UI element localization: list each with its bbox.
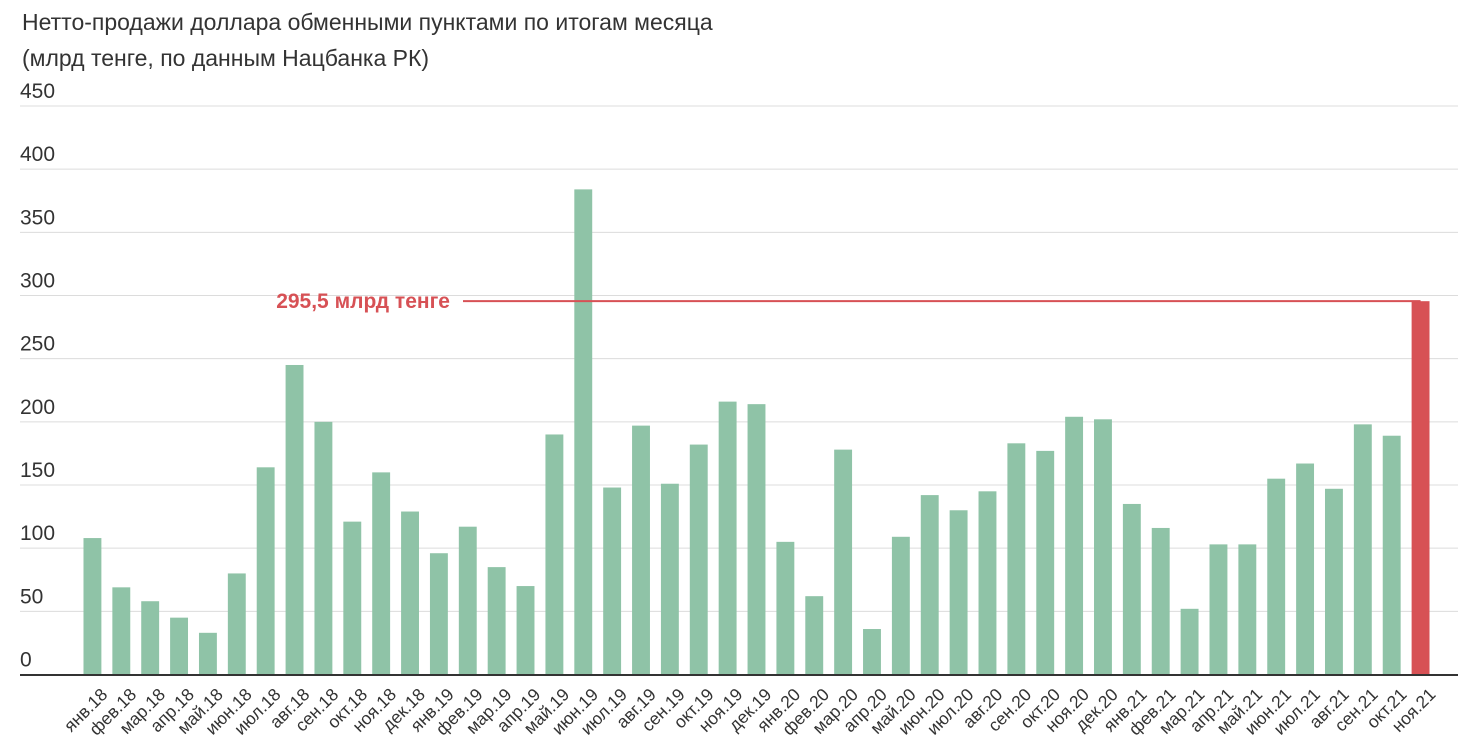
bar <box>1007 443 1026 675</box>
bar <box>1151 527 1170 675</box>
bar <box>141 601 160 675</box>
y-tick-label: 350 <box>20 206 55 229</box>
bar <box>1411 301 1430 675</box>
bar <box>978 491 997 675</box>
bar <box>372 472 391 675</box>
bar <box>891 536 910 675</box>
bar <box>1065 416 1084 675</box>
bar <box>574 189 593 675</box>
bar <box>83 538 102 675</box>
bar <box>1353 424 1372 675</box>
bar <box>1122 503 1141 675</box>
bar <box>1324 488 1343 675</box>
chart-subtitle: (млрд тенге, по данным Нацбанка РК) <box>22 45 430 71</box>
bar <box>516 586 535 675</box>
bar <box>227 573 246 675</box>
y-tick-label: 50 <box>20 585 43 608</box>
y-tick-label: 200 <box>20 396 55 419</box>
bar <box>429 553 448 675</box>
bar <box>401 511 419 675</box>
annotation-label: 295,5 млрд тенге <box>276 290 450 313</box>
y-tick-label: 150 <box>20 459 55 482</box>
chart-title: Нетто-продажи доллара обменными пунктами… <box>22 9 713 35</box>
bar <box>660 483 679 675</box>
bar <box>170 617 189 675</box>
y-tick-label: 300 <box>20 270 55 293</box>
bar <box>198 632 217 675</box>
bar <box>1036 450 1055 675</box>
bar <box>1382 435 1401 675</box>
y-tick-label: 0 <box>20 649 32 672</box>
bar <box>920 495 939 675</box>
bar <box>1296 463 1315 675</box>
chart-title-block: Нетто-продажи доллара обменными пунктами… <box>22 4 713 76</box>
bars <box>83 189 1430 675</box>
bar <box>1180 608 1199 675</box>
bar <box>314 421 333 675</box>
y-tick-label: 250 <box>20 333 55 356</box>
bar <box>747 404 766 675</box>
y-tick-label: 450 <box>20 80 55 103</box>
bar <box>1238 544 1257 675</box>
bar <box>487 567 506 675</box>
bar <box>632 425 650 675</box>
bar <box>603 487 622 675</box>
bar <box>949 510 968 675</box>
annotation: 295,5 млрд тенге <box>276 290 1421 313</box>
bar <box>1094 419 1112 675</box>
bar <box>776 541 795 675</box>
bar <box>256 467 275 675</box>
y-axis-labels: 0 50 100 150 200 250 300 350 400 450 <box>20 80 55 672</box>
y-tick-label: 100 <box>20 522 55 545</box>
y-tick-label: 400 <box>20 143 55 166</box>
x-axis-labels: янв.18фев.18мар.18апр.18май.18июн.18июл.… <box>60 684 1440 739</box>
bar <box>834 449 853 675</box>
bar <box>285 364 304 675</box>
bar <box>458 526 477 675</box>
bar <box>718 401 737 675</box>
bar <box>112 587 131 675</box>
bar <box>1209 544 1228 675</box>
bar <box>689 444 708 675</box>
bar <box>863 629 881 675</box>
gridlines <box>20 105 1458 612</box>
bar <box>343 521 362 675</box>
bar <box>545 434 564 675</box>
bar <box>805 596 824 675</box>
bar <box>1267 478 1286 675</box>
